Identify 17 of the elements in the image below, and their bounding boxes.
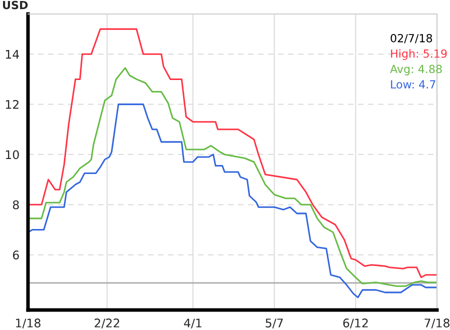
x-tick-label: 6/12 (343, 318, 368, 328)
x-tick-label: 7/18 (424, 318, 450, 328)
y-tick-label: 12 (6, 100, 18, 109)
x-tick-label: 5/7 (266, 318, 283, 328)
x-tick-label: 4/1 (184, 318, 202, 328)
x-tick-label: 2/22 (94, 318, 120, 328)
y-tick-label: 10 (6, 150, 19, 160)
annotation: 02/7/18 (390, 34, 432, 44)
line-series (28, 104, 437, 298)
y-axis-title: USD (3, 0, 28, 10)
y-tick-label: 6 (12, 250, 19, 260)
annotation: Low: 4.7 (391, 80, 436, 89)
y-tick-label: 14 (6, 50, 20, 59)
annotation: Avg: 4.88 (390, 64, 442, 76)
y-tick-label: 8 (12, 200, 19, 210)
annotation: High: 5.19 (391, 49, 447, 60)
x-tick-label: 1/18 (16, 318, 40, 328)
